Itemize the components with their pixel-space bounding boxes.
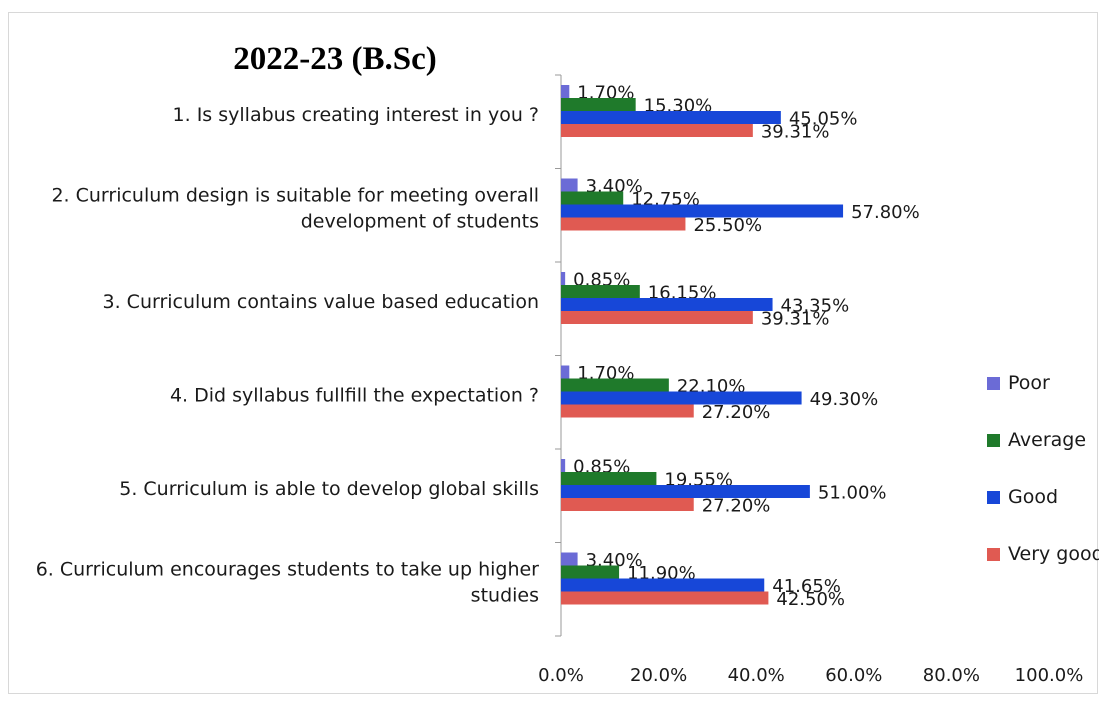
data-label: 49.30% — [810, 389, 879, 410]
bar-average — [561, 191, 624, 205]
data-label: 39.31% — [761, 122, 830, 143]
data-label: 39.31% — [761, 309, 830, 330]
data-label: 51.00% — [818, 483, 887, 504]
bar-good — [561, 485, 810, 498]
legend: Poor Average Good Very good — [987, 372, 1099, 565]
bar-average — [561, 378, 669, 392]
bar-average — [561, 472, 657, 485]
category-label: 4. Did syllabus fullfill the expectation… — [170, 384, 539, 406]
bar-poor — [561, 178, 578, 192]
category-label: 5. Curriculum is able to develop global … — [119, 478, 539, 500]
legend-label: Very good — [1008, 543, 1099, 565]
bar-very-good — [561, 217, 686, 231]
data-label: 27.20% — [702, 402, 771, 423]
bar-average — [561, 565, 620, 579]
legend-swatch — [987, 377, 1000, 390]
bar-very-good — [561, 311, 753, 324]
category-label: 1. Is syllabus creating interest in you … — [173, 104, 539, 126]
bar-very-good — [561, 404, 694, 418]
x-tick-label: 60.0% — [825, 665, 882, 686]
category-label: studies — [471, 584, 539, 606]
bar-good — [561, 391, 802, 405]
bar-poor — [561, 459, 566, 472]
x-tick-label: 40.0% — [728, 665, 785, 686]
data-label: 57.80% — [851, 202, 920, 223]
legend-label: Average — [1008, 429, 1086, 451]
bar-good — [561, 204, 844, 218]
bar-poor — [561, 552, 578, 566]
chart-frame: 2022-23 (B.Sc) 1. Is syllabus creating i… — [8, 12, 1099, 694]
data-label: 45.05% — [789, 109, 858, 130]
bar-good — [561, 298, 773, 311]
x-tick-label: 80.0% — [923, 665, 980, 686]
legend-swatch — [987, 548, 1000, 561]
data-label: 42.50% — [776, 589, 845, 610]
x-tick-label: 20.0% — [630, 665, 687, 686]
bar-average — [561, 285, 640, 298]
data-label: 41.65% — [772, 576, 841, 597]
x-tick-label: 0.0% — [538, 665, 584, 686]
data-label: 43.35% — [781, 296, 850, 317]
legend-label: Good — [1008, 486, 1058, 508]
bar-poor — [561, 85, 570, 98]
chart-title: 2022-23 (B.Sc) — [233, 41, 436, 77]
category-label: development of students — [301, 210, 539, 232]
category-label: 3. Curriculum contains value based educa… — [103, 291, 539, 313]
bar-very-good — [561, 498, 694, 511]
x-tick-label: 100.0% — [1015, 665, 1084, 686]
bar-very-good — [561, 124, 753, 137]
bar-good — [561, 111, 781, 124]
data-label: 27.20% — [702, 496, 771, 517]
bar-chart: 2022-23 (B.Sc) 1. Is syllabus creating i… — [36, 41, 1099, 686]
category-label: 6. Curriculum encourages students to tak… — [36, 558, 539, 580]
bar-very-good — [561, 591, 769, 605]
legend-swatch — [987, 434, 1000, 447]
bar-poor — [561, 272, 566, 285]
category-label: 2. Curriculum design is suitable for mee… — [51, 184, 539, 206]
bar-good — [561, 578, 765, 592]
data-label: 25.50% — [693, 215, 762, 236]
legend-label: Poor — [1008, 372, 1050, 394]
plot-area: 1. Is syllabus creating interest in you … — [36, 74, 1084, 686]
bar-poor — [561, 365, 570, 379]
bar-average — [561, 98, 636, 111]
legend-swatch — [987, 491, 1000, 504]
